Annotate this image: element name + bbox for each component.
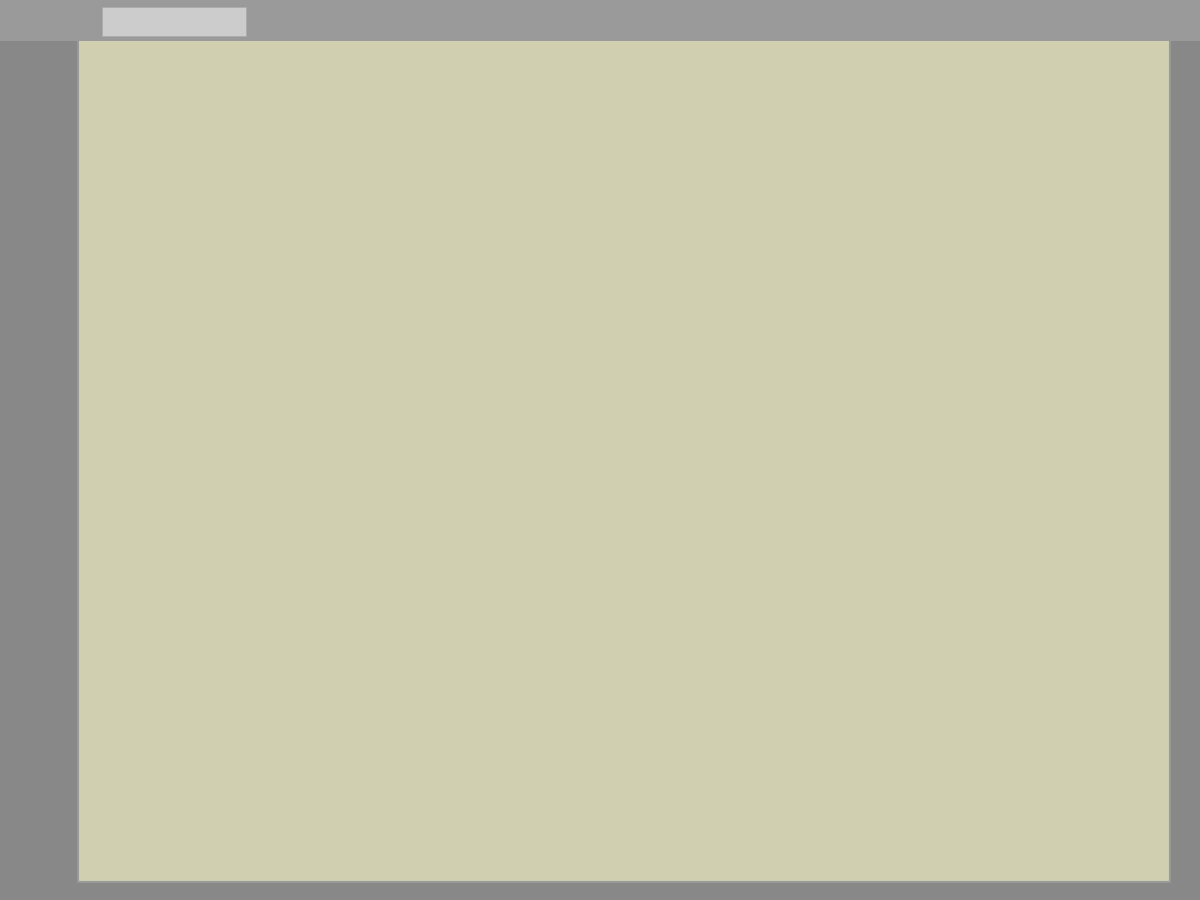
Text: ⓘ: ⓘ bbox=[924, 574, 938, 599]
Text: d: d bbox=[577, 192, 593, 215]
Text: 31°.: 31°. bbox=[846, 137, 888, 156]
Text: c: c bbox=[437, 190, 450, 213]
Text: °: ° bbox=[480, 740, 490, 758]
FancyBboxPatch shape bbox=[266, 730, 470, 769]
Text: 2: 2 bbox=[486, 427, 499, 446]
FancyBboxPatch shape bbox=[266, 685, 470, 723]
Text: For the figure below, suppose: For the figure below, suppose bbox=[220, 137, 526, 156]
Text: Find the measures (in degrees) of angles 2 and 3.: Find the measures (in degrees) of angles… bbox=[220, 656, 686, 675]
Text: 3: 3 bbox=[511, 391, 524, 410]
Text: b: b bbox=[854, 475, 869, 499]
Text: −2 =: −2 = bbox=[202, 693, 253, 712]
Text: 1: 1 bbox=[445, 409, 458, 428]
Text: For the figure below, suppose a ∥ b, a ⊥ c, and ™1 =: For the figure below, suppose a ∥ b, a ⊥… bbox=[220, 136, 761, 156]
Text: a: a bbox=[854, 379, 869, 401]
Text: −3 =: −3 = bbox=[202, 740, 253, 759]
Text: °: ° bbox=[480, 694, 490, 712]
